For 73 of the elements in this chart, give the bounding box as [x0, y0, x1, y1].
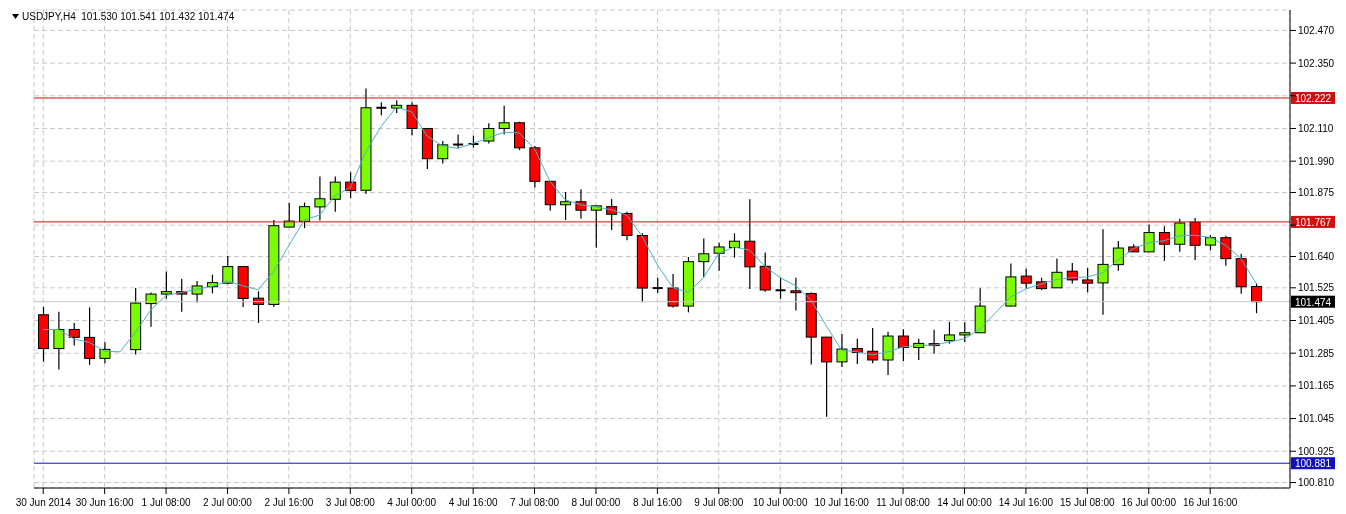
candlestick — [329, 175, 341, 213]
candlestick — [790, 277, 802, 312]
candlestick — [1097, 228, 1109, 316]
ref-line-label: 101.767 — [1294, 216, 1332, 228]
candlestick — [53, 311, 65, 371]
candlestick — [145, 291, 157, 328]
candlestick — [943, 321, 955, 345]
x-tick-label: 4 Jul 16:00 — [448, 497, 499, 508]
x-tick-label: 11 Jul 08:00 — [876, 497, 931, 508]
x-tick-label: 30 Jun 2014 — [15, 497, 72, 508]
candlestick — [1251, 282, 1263, 314]
candlestick — [1020, 268, 1032, 290]
candlestick — [406, 101, 418, 137]
x-tick-label: 16 Jul 16:00 — [1182, 497, 1238, 508]
x-tick-label: 8 Jul 00:00 — [571, 497, 621, 508]
candlestick — [774, 277, 787, 300]
x-tick-label: 7 Jul 08:00 — [510, 497, 560, 508]
candlestick — [314, 175, 326, 222]
x-tick-label: 14 Jul 00:00 — [937, 497, 993, 508]
y-tick-label: 101.285 — [1298, 347, 1335, 359]
y-tick-label: 101.875 — [1298, 187, 1335, 199]
candlestick — [1158, 225, 1170, 262]
x-tick-label: 2 Jul 16:00 — [264, 497, 314, 508]
x-tick-label: 14 Jul 16:00 — [998, 497, 1054, 508]
y-tick-label: 101.990 — [1298, 155, 1335, 167]
ref-line-label: 100.881 — [1294, 458, 1332, 470]
x-tick-label: 3 Jul 08:00 — [325, 497, 376, 508]
y-tick-label: 101.405 — [1298, 315, 1335, 327]
y-tick-label: 100.810 — [1298, 477, 1335, 489]
ref-line-label: 102.222 — [1294, 92, 1332, 104]
candlestick — [1143, 224, 1155, 253]
candlestick — [1174, 218, 1186, 253]
candlestick — [867, 327, 879, 364]
x-tick-label: 8 Jul 16:00 — [632, 497, 683, 508]
y-tick-label: 102.110 — [1298, 123, 1334, 135]
x-tick-label: 16 Jul 00:00 — [1121, 497, 1177, 508]
candlestick — [1220, 235, 1232, 267]
chart-title: USDJPY,H4 101.530 101.541 101.432 101.474 — [22, 11, 235, 22]
x-tick-label: 9 Jul 08:00 — [694, 497, 744, 508]
candlestick — [1082, 267, 1094, 293]
candlestick — [560, 191, 572, 221]
y-tick-label: 101.525 — [1298, 282, 1335, 294]
candlestick — [1189, 217, 1201, 261]
y-tick-label: 101.045 — [1298, 413, 1335, 425]
candlestick — [68, 322, 80, 347]
candlestick — [698, 237, 710, 278]
candlestick — [1051, 257, 1063, 289]
x-tick-label: 30 Jun 16:00 — [75, 497, 134, 508]
y-tick-label: 100.925 — [1298, 445, 1335, 457]
ref-line-label: 101.474 — [1294, 296, 1332, 308]
x-tick-label: 1 Jul 08:00 — [141, 497, 191, 508]
candlestick — [882, 331, 894, 376]
candlestick — [498, 105, 510, 136]
y-tick-label: 102.470 — [1298, 24, 1335, 36]
x-tick-label: 10 Jul 16:00 — [814, 497, 870, 508]
candlestick — [836, 333, 848, 368]
x-tick-label: 15 Jul 08:00 — [1060, 497, 1115, 508]
candlestick — [299, 201, 311, 229]
x-tick-label: 2 Jul 00:00 — [203, 497, 253, 508]
candlestick — [959, 321, 971, 343]
candlestick — [1112, 240, 1124, 272]
x-tick-label: 4 Jul 00:00 — [387, 497, 437, 508]
candlestick — [160, 270, 172, 300]
x-tick-label: 10 Jul 00:00 — [752, 497, 808, 508]
candlestick — [84, 306, 96, 366]
candlestick — [897, 328, 909, 362]
candlestick — [452, 133, 465, 149]
candlestick — [544, 180, 556, 212]
y-tick-label: 101.640 — [1298, 251, 1335, 263]
y-tick-label: 101.165 — [1298, 380, 1335, 392]
candlestick — [713, 242, 725, 272]
y-tick-label: 102.350 — [1298, 57, 1335, 69]
candlestick — [759, 251, 771, 293]
